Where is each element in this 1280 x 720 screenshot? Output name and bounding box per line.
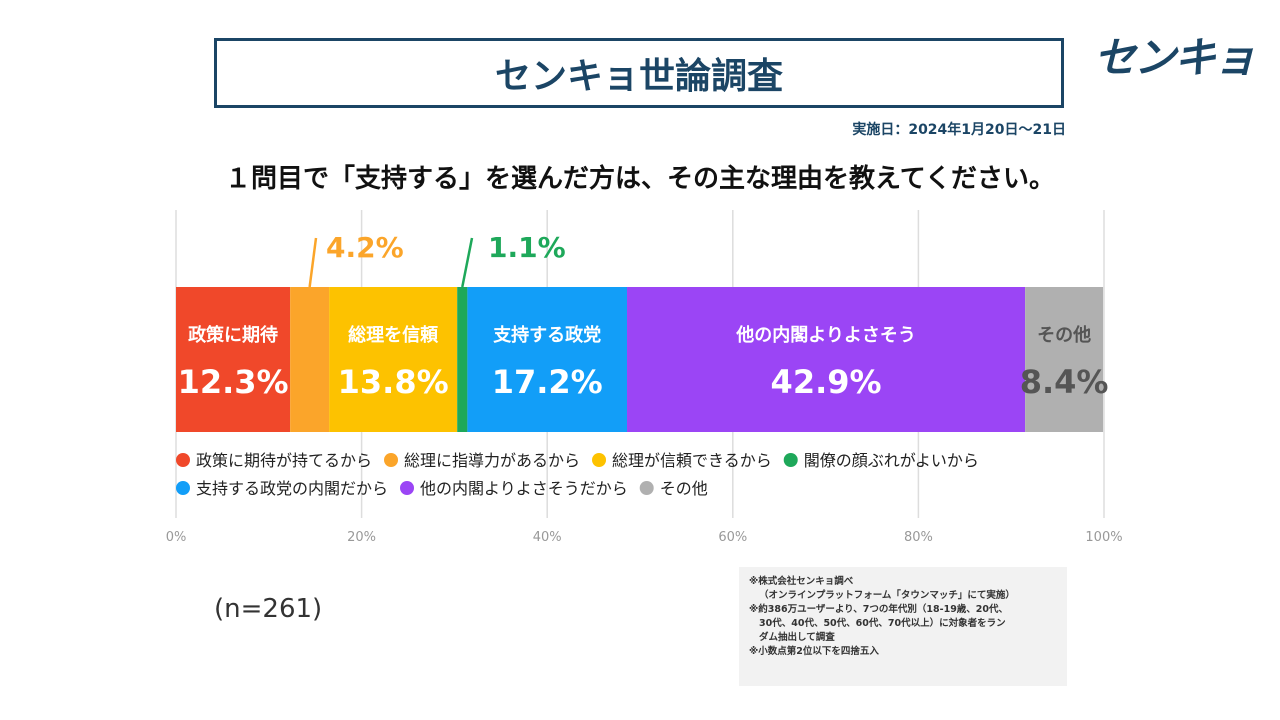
data-label: 13.8% [338, 363, 449, 401]
x-tick-label: 0% [166, 530, 187, 545]
legend-marker [384, 453, 399, 467]
note-line: 30代、40代、50代、60代、70代以上）に対象者をラン [759, 618, 1006, 629]
bar-segment [329, 287, 458, 432]
callout-line [308, 237, 318, 288]
data-label: 1.1% [488, 231, 566, 264]
segment-label: 支持する政党 [492, 324, 601, 346]
note-line: ※小数点第2位以下を四捨五入 [749, 646, 879, 657]
x-tick-label: 20% [347, 530, 376, 545]
page-title: センキョ世論調査 [494, 56, 783, 97]
sample-size: (n=261) [214, 594, 323, 624]
title-box: センキョ世論調査 [214, 38, 1064, 108]
x-tick-label: 60% [718, 530, 747, 545]
bar-segment [467, 287, 628, 432]
legend-label: 他の内閣よりよさそうだから [420, 479, 628, 498]
brand-logo: センキョ [1094, 33, 1256, 82]
legend-marker [176, 453, 190, 467]
survey-date: 実施日：2024年1月20日～21日 [852, 122, 1066, 138]
note-line: ダム抽出して調査 [759, 632, 835, 643]
bar-segment [627, 287, 1026, 432]
data-label: 12.3% [178, 363, 289, 401]
bar-segment [290, 287, 330, 432]
legend-label: 総理に指導力があるから [404, 451, 580, 470]
callout-line [461, 237, 474, 288]
legend-marker [592, 453, 607, 467]
legend-label: その他 [660, 479, 708, 498]
legend-marker [400, 481, 415, 495]
data-label: 8.4% [1020, 363, 1109, 401]
segment-label: その他 [1037, 324, 1091, 346]
bar-segment [457, 287, 468, 432]
legend-label: 閣僚の顔ぶれがよいから [804, 451, 979, 470]
data-label: 17.2% [492, 363, 603, 401]
legend-label: 政策に期待が持てるから [196, 451, 372, 470]
question-text: １問目で「支持する」を選んだ方は、その主な理由を教えてください。 [225, 164, 1055, 194]
legend-marker [639, 481, 654, 495]
x-tick-label: 40% [533, 530, 562, 545]
x-tick-label: 80% [904, 530, 933, 545]
data-label: 42.9% [771, 363, 882, 401]
legend-marker [176, 481, 190, 495]
bar-segment [176, 287, 291, 432]
source-note: ※株式会社センキョ調べ （オンラインプラットフォーム「タウンマッチ」にて実施） … [739, 567, 1067, 686]
segment-label: 総理を信頼 [348, 324, 439, 346]
legend-marker [783, 453, 798, 467]
note-line: ※約386万ユーザーより、7つの年代別（18-19歳、20代、 [749, 604, 1009, 615]
segment-label: 政策に期待 [188, 324, 278, 346]
data-label: 4.2% [326, 231, 404, 264]
legend-label: 総理が信頼できるから [612, 451, 772, 470]
bar-segment [1025, 287, 1104, 432]
note-line: （オンラインプラットフォーム「タウンマッチ」にて実施） [759, 590, 1015, 601]
note-line: ※株式会社センキョ調べ [749, 576, 854, 587]
legend-label: 支持する政党の内閣だから [196, 479, 388, 498]
x-tick-label: 100% [1085, 530, 1122, 545]
segment-label: 他の内閣よりよさそう [735, 324, 916, 346]
stacked-bar-chart: 0% 20% 40% 60% 80% 100% 政策に期待 12.3% 4.2% 総理を信頼 13.… [166, 210, 1123, 545]
